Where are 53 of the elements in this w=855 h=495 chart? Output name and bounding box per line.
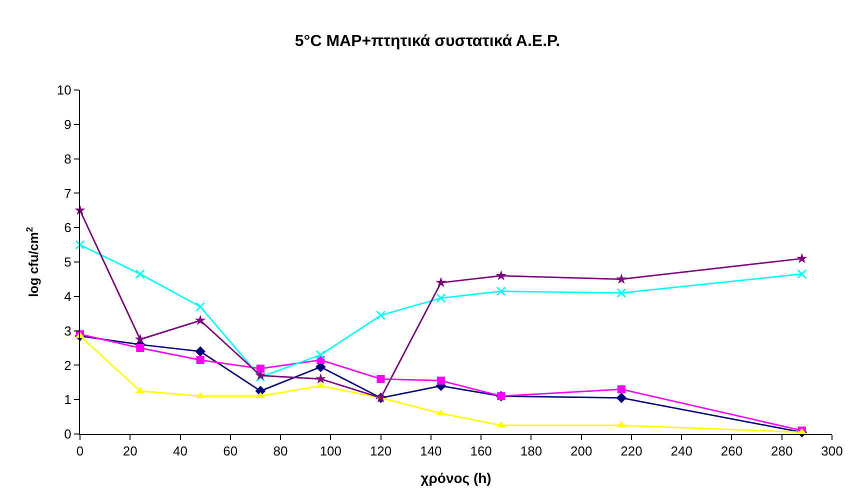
x-tick-label: 280	[771, 444, 793, 459]
point	[256, 364, 264, 373]
y-tick-label: 1	[64, 392, 72, 408]
x-tick-label: 200	[570, 444, 592, 459]
x-tick-label: 60	[223, 444, 238, 459]
point	[315, 373, 326, 384]
point	[436, 376, 445, 385]
point	[796, 252, 808, 264]
point	[436, 277, 446, 288]
x-tick-label: 260	[720, 444, 743, 459]
x-tick-label: 100	[320, 444, 342, 459]
y-tick-label: 8	[64, 151, 72, 166]
point	[316, 350, 326, 360]
x-tick-label: 80	[273, 444, 288, 459]
x-tick-label: 160	[470, 444, 492, 459]
point	[616, 274, 627, 284]
x-tick-label: 120	[370, 444, 392, 459]
point	[616, 392, 627, 404]
point	[136, 344, 144, 352]
x-tick-label: 0	[76, 444, 84, 459]
point	[797, 269, 807, 279]
point	[376, 310, 386, 320]
x-tick-label: 300	[821, 444, 843, 459]
y-tick-label: 2	[64, 358, 72, 373]
point	[376, 374, 385, 383]
x-tick-label: 20	[122, 444, 138, 459]
point	[135, 269, 145, 279]
y-tick-label: 4	[64, 288, 72, 304]
x-tick-label: 40	[173, 444, 188, 459]
point	[496, 270, 506, 280]
chart-title: 5°C MAP+πτητικά συστατικά Α.Ε.Ρ.	[294, 32, 560, 50]
y-tick-label: 6	[64, 220, 72, 236]
point	[194, 314, 206, 326]
y-tick-label: 7	[64, 186, 72, 201]
y-tick-label: 3	[64, 323, 72, 338]
point	[196, 302, 206, 312]
point	[255, 370, 266, 380]
y-tick-label: 0	[64, 426, 72, 442]
x-axis-title: χρόνος (h)	[420, 470, 492, 486]
point	[75, 240, 85, 250]
y-tick-label: 9	[64, 116, 72, 132]
x-tick-label: 220	[620, 444, 642, 459]
x-tick-label: 240	[670, 444, 692, 459]
y-tick-label: 10	[56, 82, 72, 98]
x-tick-label: 180	[520, 444, 542, 459]
point	[196, 356, 204, 364]
point	[195, 346, 206, 357]
x-tick-label: 140	[420, 444, 442, 459]
point	[617, 385, 626, 394]
point	[496, 286, 506, 296]
point	[616, 288, 626, 298]
point	[436, 293, 446, 303]
y-tick-label: 5	[64, 254, 72, 270]
